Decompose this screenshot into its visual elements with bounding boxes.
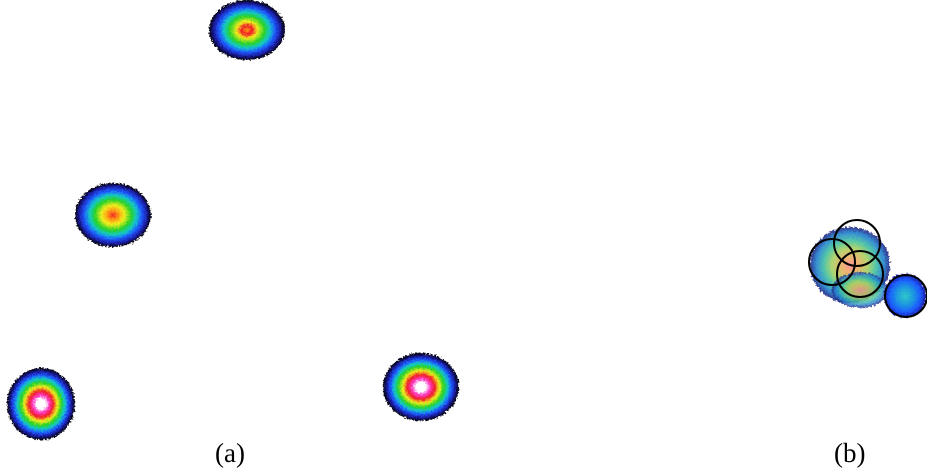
panel-a-caption: (a) <box>215 438 245 468</box>
detection-circle-left <box>808 238 856 286</box>
detection-circle-right <box>884 274 927 318</box>
cluster-blob <box>810 227 926 318</box>
spot-middle-left <box>75 183 151 247</box>
panel-b <box>808 219 927 318</box>
panel-a <box>7 0 459 440</box>
detection-circle-center <box>836 250 884 298</box>
spot-top <box>209 0 285 60</box>
spot-bottom-middle <box>383 353 459 421</box>
spot-bottom-left <box>7 368 75 440</box>
detection-circles <box>808 219 927 318</box>
panel-b-caption: (b) <box>834 438 866 468</box>
detection-circle-top <box>833 219 881 267</box>
